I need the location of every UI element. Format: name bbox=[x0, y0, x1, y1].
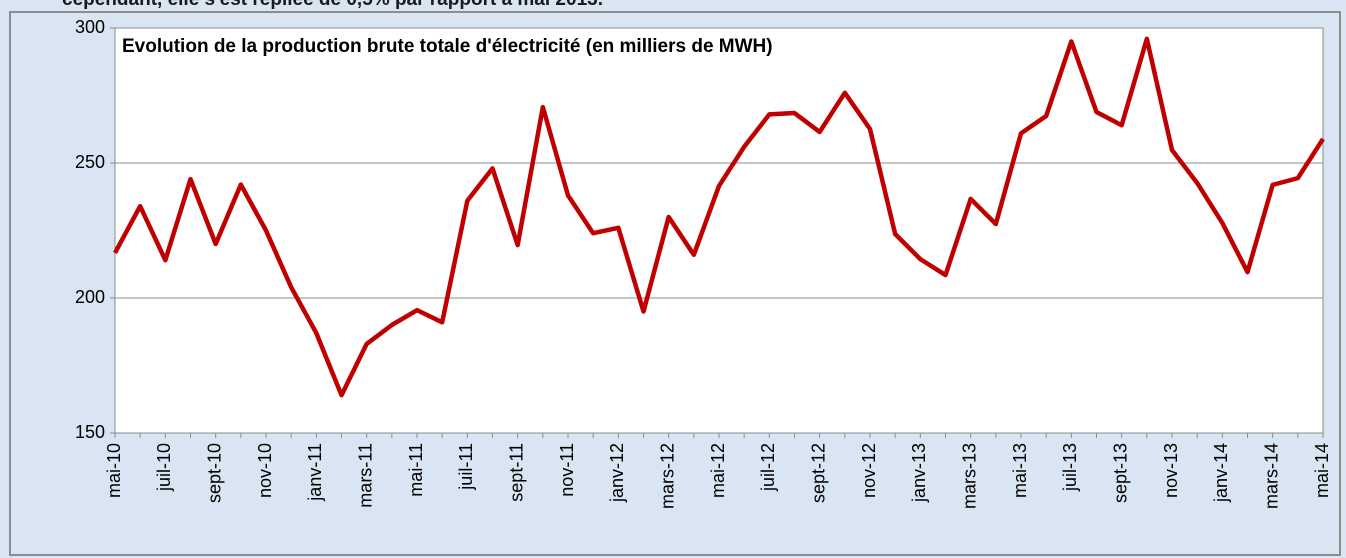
x-tick-label: janv-13 bbox=[909, 443, 929, 503]
x-tick-label: mai-14 bbox=[1312, 443, 1332, 498]
y-tick-label: 300 bbox=[75, 17, 105, 37]
x-tick-label: mars-13 bbox=[959, 443, 979, 509]
series-line bbox=[113, 36, 1325, 398]
x-tick-label: janv-14 bbox=[1211, 443, 1231, 503]
x-tick-label: nov-13 bbox=[1161, 443, 1181, 498]
chart-title: Evolution de la production brute totale … bbox=[122, 36, 773, 57]
y-tick-label: 150 bbox=[75, 422, 105, 442]
x-tick-label: mai-13 bbox=[1010, 443, 1030, 498]
plot-area bbox=[114, 27, 1324, 434]
x-tick-label: juil-10 bbox=[154, 443, 174, 492]
x-tick-label: sept-11 bbox=[506, 443, 526, 502]
x-tick-label: janv-11 bbox=[305, 443, 325, 502]
x-tick-label: sept-13 bbox=[1110, 443, 1130, 503]
chart-frame bbox=[9, 11, 1341, 556]
x-tick-label: mars-14 bbox=[1261, 443, 1281, 509]
x-tick-label: juil-13 bbox=[1060, 443, 1080, 492]
x-tick-label: mai-10 bbox=[104, 443, 124, 498]
x-tick-label: nov-11 bbox=[557, 443, 577, 497]
lead-text: cependant, elle s'est repliée de 0,5% pa… bbox=[62, 0, 603, 11]
x-tick-label: mai-11 bbox=[406, 443, 426, 497]
y-tick-label: 200 bbox=[75, 287, 105, 307]
x-tick-label: mars-12 bbox=[657, 443, 677, 509]
x-tick-label: mars-11 bbox=[355, 443, 375, 508]
x-tick-label: janv-12 bbox=[607, 443, 627, 503]
y-tick-label: 250 bbox=[75, 152, 105, 172]
x-tick-label: juil-11 bbox=[456, 443, 476, 491]
x-tick-label: sept-12 bbox=[808, 443, 828, 503]
x-tick-label: nov-10 bbox=[255, 443, 275, 498]
x-tick-label: mai-12 bbox=[708, 443, 728, 498]
x-tick-label: juil-12 bbox=[758, 443, 778, 492]
x-tick-label: sept-10 bbox=[204, 443, 224, 503]
x-tick-label: nov-12 bbox=[859, 443, 879, 498]
